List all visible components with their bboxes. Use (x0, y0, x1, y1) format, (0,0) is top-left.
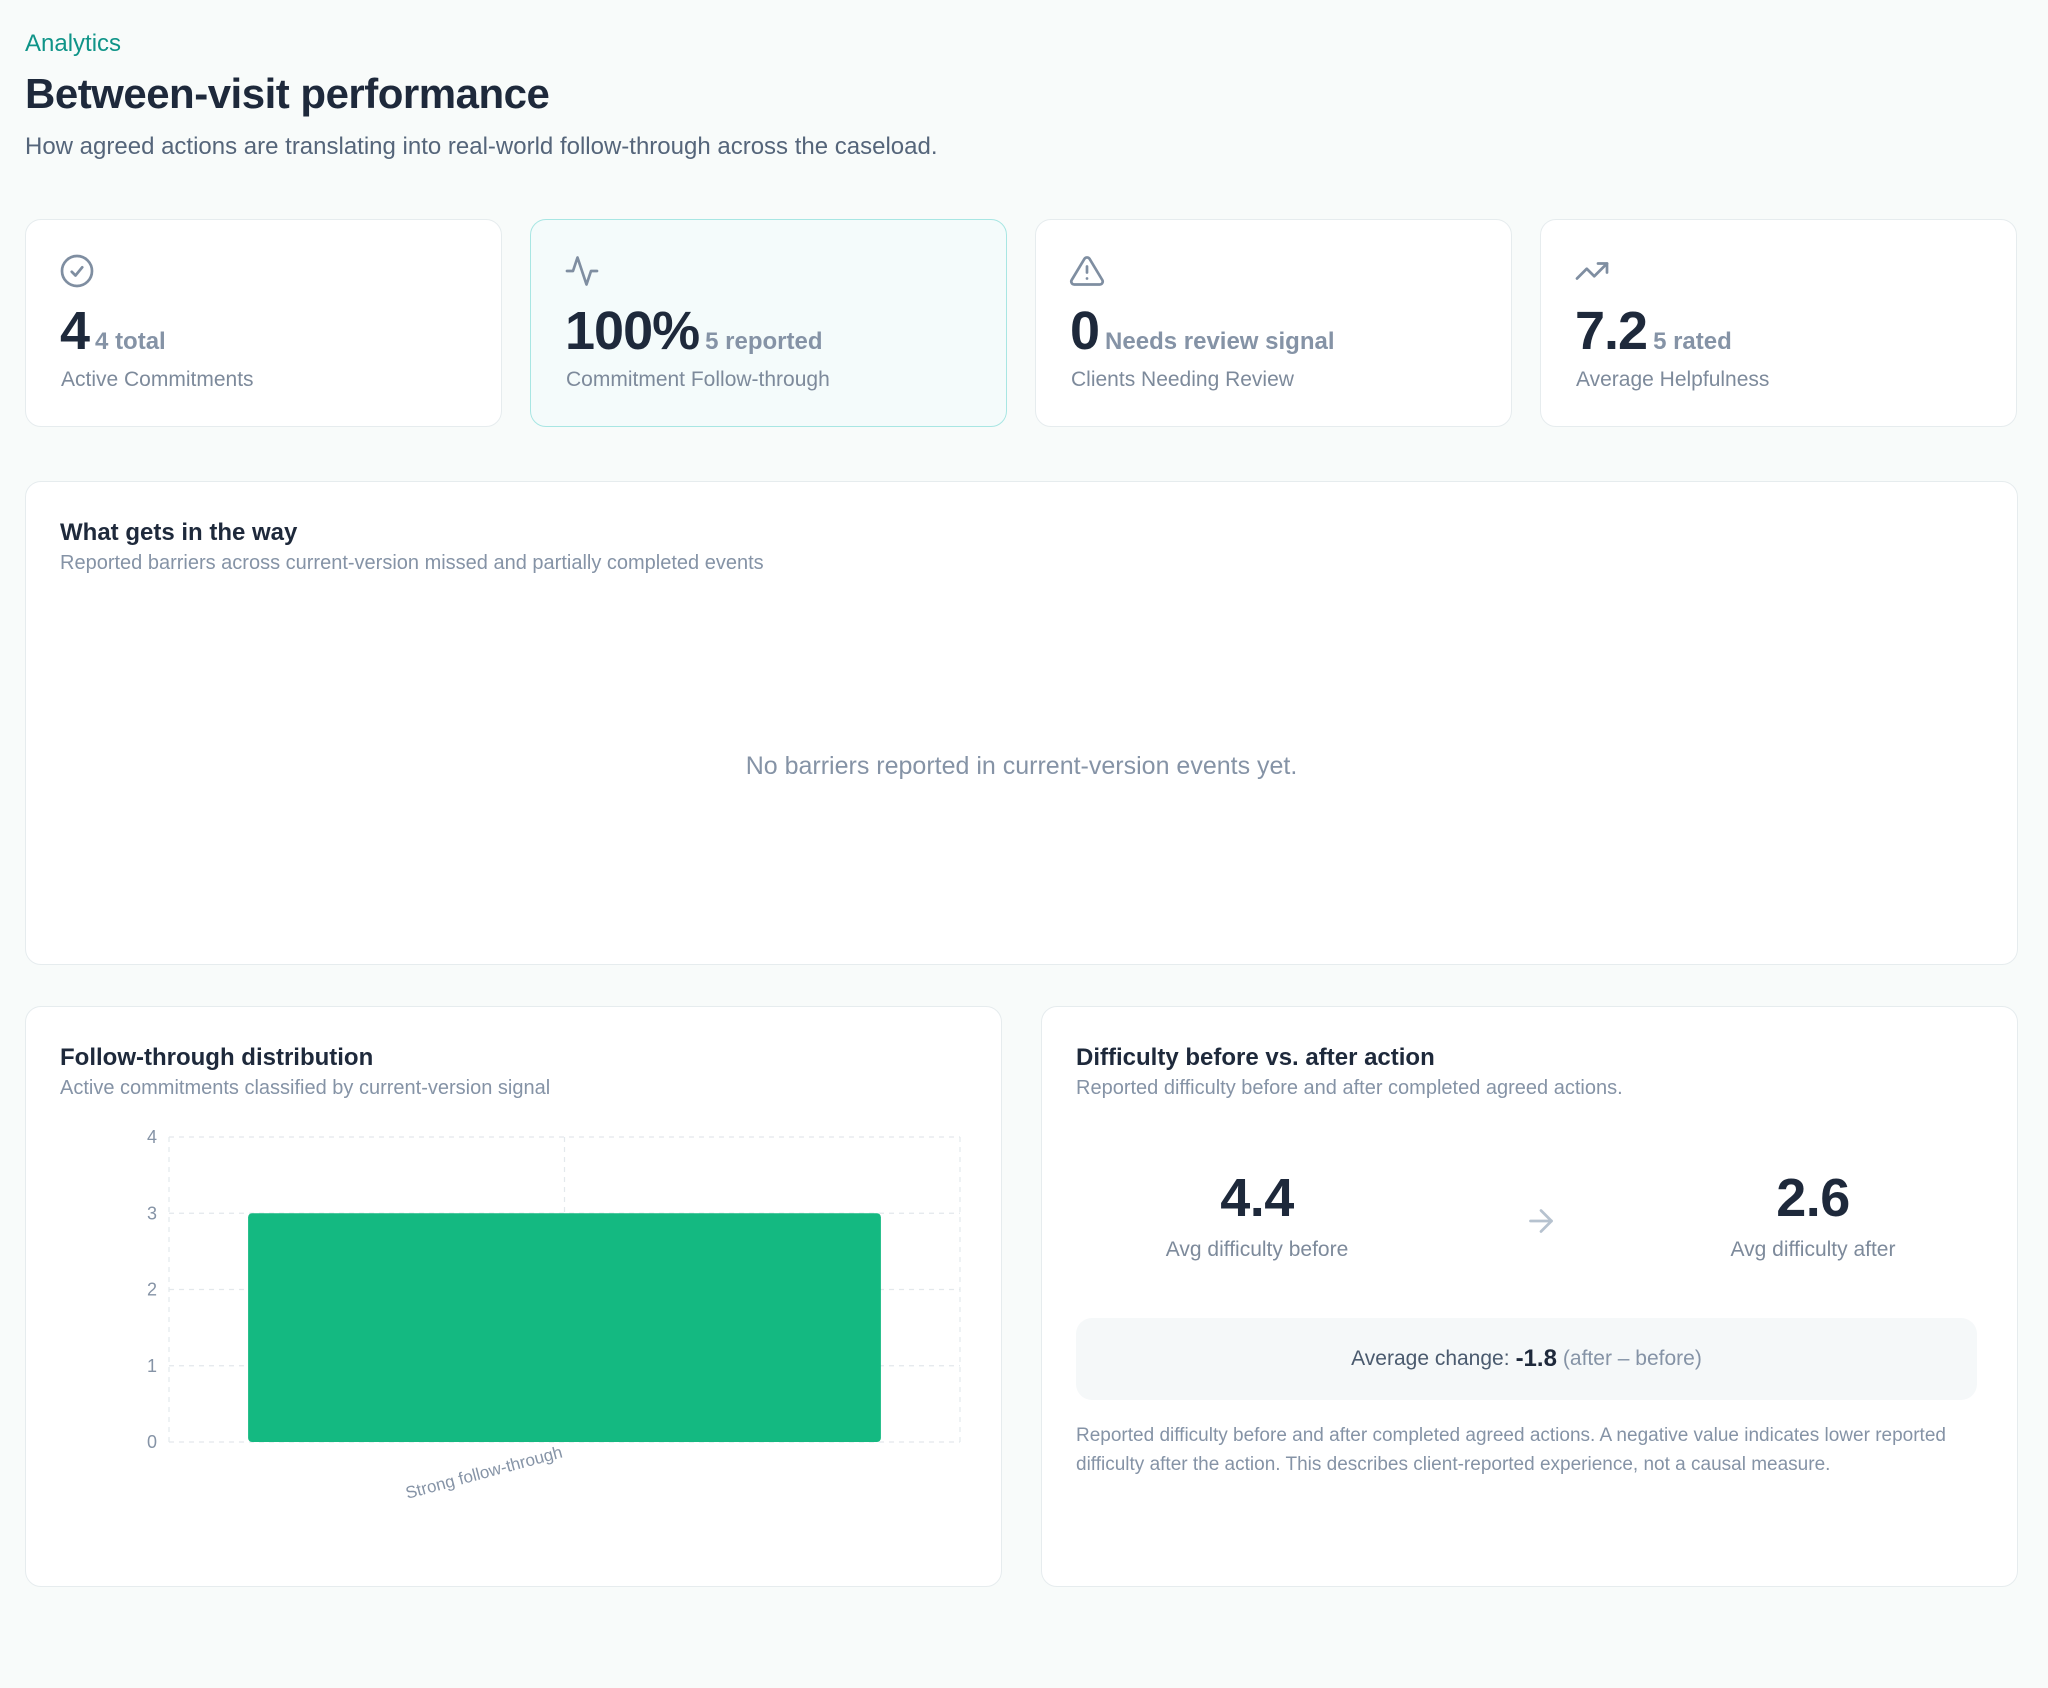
check-circle-icon (60, 254, 94, 288)
breadcrumb[interactable]: Analytics (25, 30, 122, 57)
average-change-value: -1.8 (1515, 1345, 1557, 1372)
stat-subvalue: 5 rated (1653, 328, 1732, 355)
stat-label: Average Helpfulness (1576, 368, 1770, 391)
stat-value: 100% 5 reported (565, 301, 823, 361)
y-tick-label: 4 (147, 1127, 157, 1147)
stat-subvalue: 4 total (95, 328, 166, 355)
stat-card-clients-needing-review[interactable]: 0 Needs review signal Clients Needing Rev… (1035, 219, 1512, 427)
stat-card-average-helpfulness[interactable]: 7.2 5 rated Average Helpfulness (1540, 219, 2017, 427)
stat-value: 7.2 5 rated (1575, 301, 1732, 361)
activity-icon (565, 256, 599, 286)
average-change-label: Average change: (1351, 1347, 1510, 1370)
difficulty-before-label: Avg difficulty before (1165, 1238, 1349, 1261)
bar (248, 1213, 881, 1442)
difficulty-title: Difficulty before vs. after action (1076, 1044, 1435, 1071)
distribution-subtitle: Active commitments classified by current… (60, 1077, 551, 1099)
difficulty-after-label: Avg difficulty after (1730, 1238, 1896, 1261)
follow-through-bar-chart: 0 1 2 3 4 Strong follow-through (147, 1127, 961, 1503)
difficulty-after-value: 2.6 (1776, 1168, 1850, 1228)
y-tick-label: 2 (147, 1280, 157, 1300)
stat-subvalue: 5 reported (705, 328, 823, 355)
y-tick-label: 3 (147, 1203, 157, 1223)
average-change-box: Average change: -1.8 (after – before) (1076, 1318, 1977, 1400)
stat-label: Active Commitments (61, 368, 254, 391)
difficulty-footnote: Reported difficulty before and after com… (1076, 1425, 1946, 1475)
stat-card-follow-through[interactable]: 100% 5 reported Commitment Follow-through (530, 219, 1007, 427)
stat-value: 0 Needs review signal (1070, 301, 1335, 361)
difficulty-subtitle: Reported difficulty before and after com… (1076, 1077, 1623, 1099)
barriers-card: What gets in the way Reported barriers a… (25, 481, 2018, 965)
page-title: Between-visit performance (25, 70, 550, 117)
y-tick-label: 0 (147, 1432, 157, 1452)
empty-state-message: No barriers reported in current-version … (745, 752, 1298, 780)
page-subtitle: How agreed actions are translating into … (25, 133, 938, 160)
barriers-subtitle: Reported barriers across current-version… (60, 552, 764, 574)
stat-label: Clients Needing Review (1071, 368, 1294, 391)
x-tick-label: Strong follow-through (403, 1443, 564, 1503)
arrow-right-icon (1529, 1209, 1553, 1233)
trending-up-icon (1575, 262, 1609, 280)
stat-subvalue: Needs review signal (1105, 328, 1335, 355)
distribution-title: Follow-through distribution (60, 1044, 374, 1071)
difficulty-card: Difficulty before vs. after action Repor… (1041, 1006, 2018, 1587)
average-change-note: (after – before) (1562, 1347, 1702, 1370)
distribution-card: Follow-through distribution Active commi… (25, 1006, 1002, 1587)
warning-triangle-icon (1069, 256, 1105, 286)
barriers-title: What gets in the way (60, 519, 298, 546)
stat-label: Commitment Follow-through (566, 368, 830, 391)
y-tick-label: 1 (147, 1356, 157, 1376)
difficulty-before-value: 4.4 (1220, 1168, 1294, 1228)
